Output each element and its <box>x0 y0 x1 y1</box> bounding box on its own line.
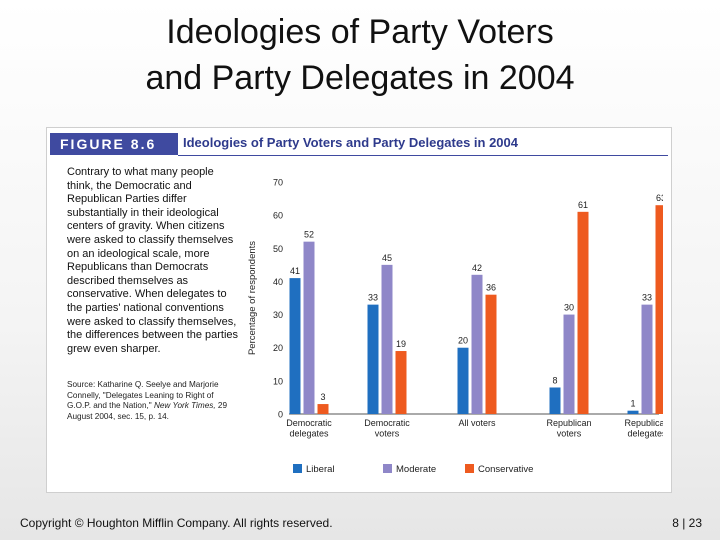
figure-title-rule <box>178 155 668 156</box>
bar-value-label: 20 <box>458 336 468 346</box>
x-category-label: Republican <box>624 418 663 428</box>
legend-label-liberal: Liberal <box>306 464 335 475</box>
y-axis-label: Percentage of respondents <box>247 241 258 355</box>
bar-moderate <box>563 314 575 414</box>
x-category-label: All voters <box>458 418 496 428</box>
bar-conservative <box>655 205 663 414</box>
bar-value-label: 45 <box>382 253 392 263</box>
bar-value-label: 3 <box>320 392 325 402</box>
legend-swatch-moderate <box>383 464 392 473</box>
legend-label-moderate: Moderate <box>396 464 436 475</box>
copyright-footer: Copyright © Houghton Mifflin Company. Al… <box>20 516 333 530</box>
y-tick-label: 40 <box>273 277 283 287</box>
slide-title-line-1: Ideologies of Party Voters <box>166 13 554 51</box>
bar-value-label: 30 <box>564 303 574 313</box>
bar-value-label: 52 <box>304 230 314 240</box>
y-tick-label: 0 <box>278 410 283 420</box>
source-suffix: 29 August 2004, sec. 15, p. 14. <box>67 401 228 421</box>
bar-value-label: 42 <box>472 263 482 273</box>
bar-liberal <box>549 387 561 414</box>
bar-value-label: 8 <box>552 375 557 385</box>
figure-panel: FIGURE 8.6 Ideologies of Party Voters an… <box>46 127 672 493</box>
y-tick-label: 60 <box>273 211 283 221</box>
bar-chart: Percentage of respondents 0 10 20 30 40 50 60 70… <box>247 178 663 475</box>
bar-moderate <box>303 241 315 414</box>
x-category-label: voters <box>557 429 582 439</box>
legend-swatch-liberal <box>293 464 302 473</box>
bar-liberal <box>457 347 469 414</box>
legend-swatch-conservative <box>465 464 474 473</box>
y-tick-label: 10 <box>273 376 283 386</box>
legend-label-conservative: Conservative <box>478 464 533 475</box>
figure-header: FIGURE 8.6 Ideologies of Party Voters an… <box>47 128 671 160</box>
source-prefix: Source: Katharine Q. Seelye and Marjorie… <box>67 380 219 410</box>
bar-value-label: 33 <box>642 293 652 303</box>
bar-liberal <box>627 410 639 414</box>
x-category-label: Democratic <box>286 418 332 428</box>
x-category-label: Republican <box>546 418 591 428</box>
bar-moderate <box>381 264 393 414</box>
bar-liberal <box>289 278 301 414</box>
bar-value-label: 61 <box>578 200 588 210</box>
bar-conservative <box>395 351 407 414</box>
figure-caption: Contrary to what many people think, the … <box>67 166 239 355</box>
x-category-label: delegates <box>627 429 663 439</box>
bar-value-label: 19 <box>396 339 406 349</box>
y-tick-label: 70 <box>273 178 283 188</box>
bar-value-label: 41 <box>290 266 300 276</box>
bar-moderate <box>641 304 653 414</box>
bar-value-label: 63 <box>656 193 663 203</box>
x-category-label: delegates <box>289 429 329 439</box>
bar-conservative <box>485 294 497 414</box>
slide-title-line-2: and Party Delegates in 2004 <box>145 59 575 97</box>
bar-value-label: 36 <box>486 283 496 293</box>
source-publication: New York Times, <box>153 401 216 410</box>
figure-source: Source: Katharine Q. Seelye and Marjorie… <box>67 380 235 422</box>
bar-conservative <box>317 404 329 414</box>
bar-conservative <box>577 211 589 414</box>
bar-liberal <box>367 304 379 414</box>
bar-value-label: 1 <box>630 399 635 409</box>
y-tick-label: 20 <box>273 343 283 353</box>
y-tick-label: 30 <box>273 310 283 320</box>
y-tick-label: 50 <box>273 244 283 254</box>
page-number: 8 | 23 <box>672 516 702 530</box>
x-category-label: Democratic <box>364 418 410 428</box>
bar-moderate <box>471 274 483 414</box>
bar-value-label: 33 <box>368 293 378 303</box>
figure-title: Ideologies of Party Voters and Party Del… <box>183 135 518 150</box>
x-category-label: voters <box>375 429 400 439</box>
figure-label: FIGURE 8.6 <box>50 133 178 155</box>
